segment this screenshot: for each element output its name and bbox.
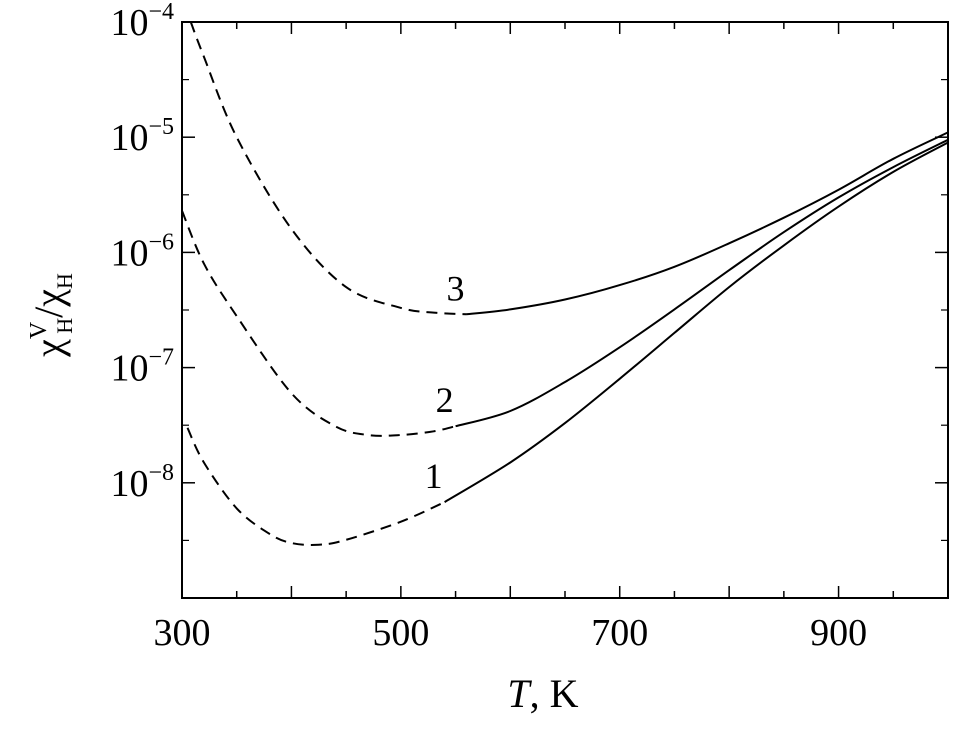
y-tick-exponent: −5 (148, 114, 174, 140)
x-axis-var: T (507, 671, 532, 716)
y-tick-base: 10 (110, 348, 148, 390)
y-axis-div: / (26, 306, 71, 318)
y-tick-label: 10−7 (110, 345, 174, 390)
y-tick-exponent: −4 (148, 0, 174, 25)
y-axis-title: χVH/χH (26, 273, 77, 358)
y-tick-label: 10−4 (110, 0, 174, 44)
curve-label-1: 1 (425, 456, 443, 496)
y-tick-base: 10 (110, 232, 148, 274)
ticks (181, 21, 949, 598)
curve-3-solid (466, 131, 949, 316)
y-tick-base: 10 (110, 463, 148, 505)
x-tick-label: 300 (154, 612, 211, 654)
y-axis-sub-2: H (52, 273, 77, 289)
curve-2-solid (455, 138, 949, 428)
y-tick-base: 10 (110, 2, 148, 44)
y-tick-label: 10−8 (110, 460, 174, 505)
x-axis-title: T, K (507, 671, 578, 716)
x-tick-label: 700 (591, 612, 648, 654)
x-tick-label: 900 (810, 612, 867, 654)
y-tick-exponent: −6 (148, 229, 174, 255)
y-axis-sup: V (26, 321, 52, 339)
curve-label-3: 3 (447, 268, 465, 308)
curve-1-dashed (186, 427, 446, 546)
y-axis-sub: H (52, 318, 77, 334)
plot-frame (181, 21, 949, 599)
y-axis-sym-2: χ (26, 289, 71, 308)
y-tick-label: 10−5 (110, 114, 174, 159)
curve-label-2: 2 (436, 380, 454, 420)
x-axis-unit: , K (530, 671, 579, 716)
curves (181, 21, 949, 546)
y-tick-label: 10−6 (110, 229, 174, 274)
y-axis-sym: χ (26, 339, 71, 358)
curve-1-solid (444, 141, 949, 503)
curve-2-dashed (181, 210, 456, 437)
x-tick-label: 500 (372, 612, 429, 654)
plot-area-border (181, 21, 949, 599)
y-tick-base: 10 (110, 117, 148, 159)
y-tick-exponent: −7 (148, 345, 174, 371)
curve-3-dashed (189, 21, 467, 316)
y-tick-exponent: −8 (148, 460, 174, 486)
